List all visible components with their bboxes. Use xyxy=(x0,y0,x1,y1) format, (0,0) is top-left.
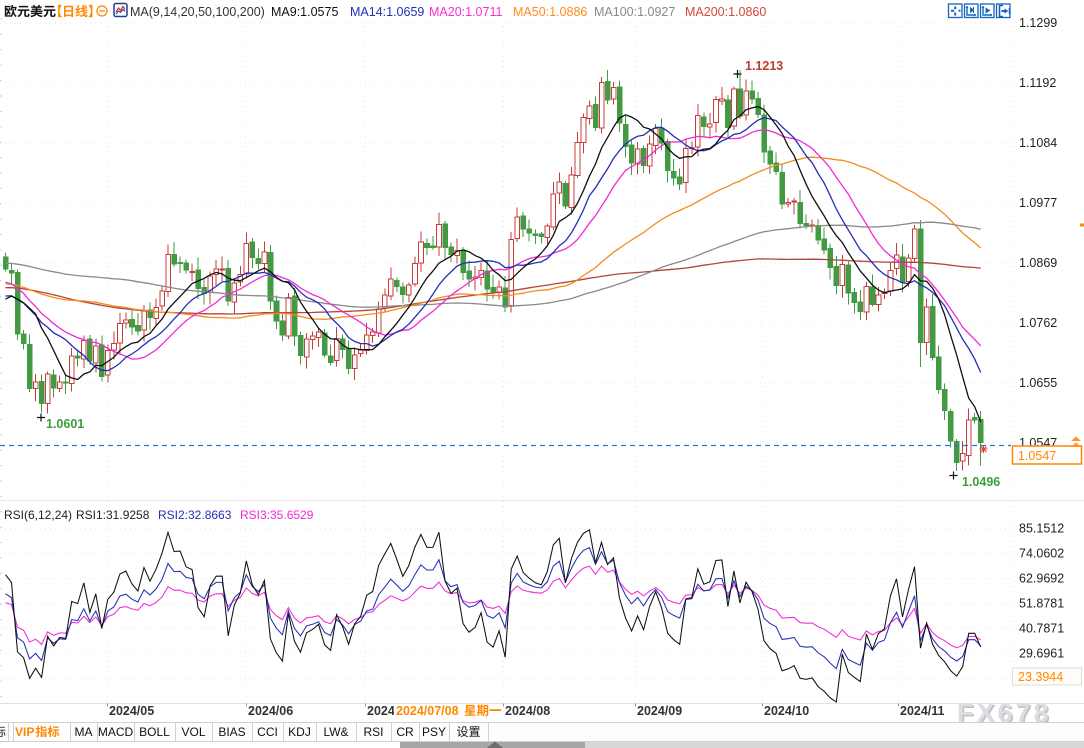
svg-text:BOLL: BOLL xyxy=(139,725,170,739)
svg-text:MA50:1.0886: MA50:1.0886 xyxy=(513,5,587,19)
svg-text:29.6961: 29.6961 xyxy=(1019,646,1064,660)
svg-text:VIP: VIP xyxy=(15,725,34,739)
svg-text:1.1213: 1.1213 xyxy=(745,59,783,73)
svg-text:1.0655: 1.0655 xyxy=(1019,376,1057,390)
svg-text:2024/06: 2024/06 xyxy=(248,704,293,718)
svg-text:2024: 2024 xyxy=(367,704,395,718)
svg-text:2024/05: 2024/05 xyxy=(109,704,154,718)
svg-text:1.0601: 1.0601 xyxy=(46,417,84,431)
svg-text:BIAS: BIAS xyxy=(218,725,245,739)
svg-text:2024/09: 2024/09 xyxy=(637,704,682,718)
svg-text:1.1192: 1.1192 xyxy=(1019,76,1056,90)
svg-text:74.0602: 74.0602 xyxy=(1019,547,1064,561)
svg-text:MA100:1.0927: MA100:1.0927 xyxy=(594,5,675,19)
svg-text:40.7871: 40.7871 xyxy=(1019,621,1064,635)
svg-text:MA200:1.0860: MA200:1.0860 xyxy=(685,5,766,19)
svg-text:1.0977: 1.0977 xyxy=(1019,196,1057,210)
svg-text:2024/07/08: 2024/07/08 xyxy=(396,704,459,718)
svg-text:RSI1:31.9258: RSI1:31.9258 xyxy=(76,508,150,522)
svg-text:CCI: CCI xyxy=(257,725,278,739)
svg-text:CR: CR xyxy=(396,725,414,739)
svg-text:MA(9,14,20,50,100,200): MA(9,14,20,50,100,200) xyxy=(130,5,265,19)
svg-text:RSI(6,12,24): RSI(6,12,24) xyxy=(4,508,72,522)
svg-text:RSI: RSI xyxy=(363,725,383,739)
svg-text:MA: MA xyxy=(75,725,93,739)
svg-text:MA9:1.0575: MA9:1.0575 xyxy=(271,5,338,19)
svg-text:MACD: MACD xyxy=(98,725,134,739)
svg-text:2024/11: 2024/11 xyxy=(900,704,945,718)
svg-text:RSI3:35.6529: RSI3:35.6529 xyxy=(240,508,314,522)
svg-text:1.0869: 1.0869 xyxy=(1019,256,1057,270)
svg-text:1.0496: 1.0496 xyxy=(962,475,1000,489)
svg-text:KDJ: KDJ xyxy=(288,725,311,739)
svg-text:MA14:1.0659: MA14:1.0659 xyxy=(350,5,424,19)
svg-text:1.0762: 1.0762 xyxy=(1019,316,1057,330)
svg-text:2024/08: 2024/08 xyxy=(505,704,550,718)
svg-text:62.9692: 62.9692 xyxy=(1019,572,1064,586)
svg-text:1.1084: 1.1084 xyxy=(1019,136,1057,150)
svg-text:PSY: PSY xyxy=(422,725,446,739)
svg-text:VOL: VOL xyxy=(181,725,205,739)
svg-text:1.0547: 1.0547 xyxy=(1018,449,1056,463)
svg-text:LW&: LW& xyxy=(323,725,348,739)
svg-text:2024/10: 2024/10 xyxy=(764,704,809,718)
svg-text:MA20:1.0711: MA20:1.0711 xyxy=(429,5,502,19)
svg-text:RSI2:32.8663: RSI2:32.8663 xyxy=(158,508,232,522)
svg-text:51.8781: 51.8781 xyxy=(1019,597,1064,611)
svg-text:23.3944: 23.3944 xyxy=(1018,670,1063,684)
svg-text:1.1299: 1.1299 xyxy=(1019,16,1057,30)
svg-text:85.1512: 85.1512 xyxy=(1019,522,1064,536)
